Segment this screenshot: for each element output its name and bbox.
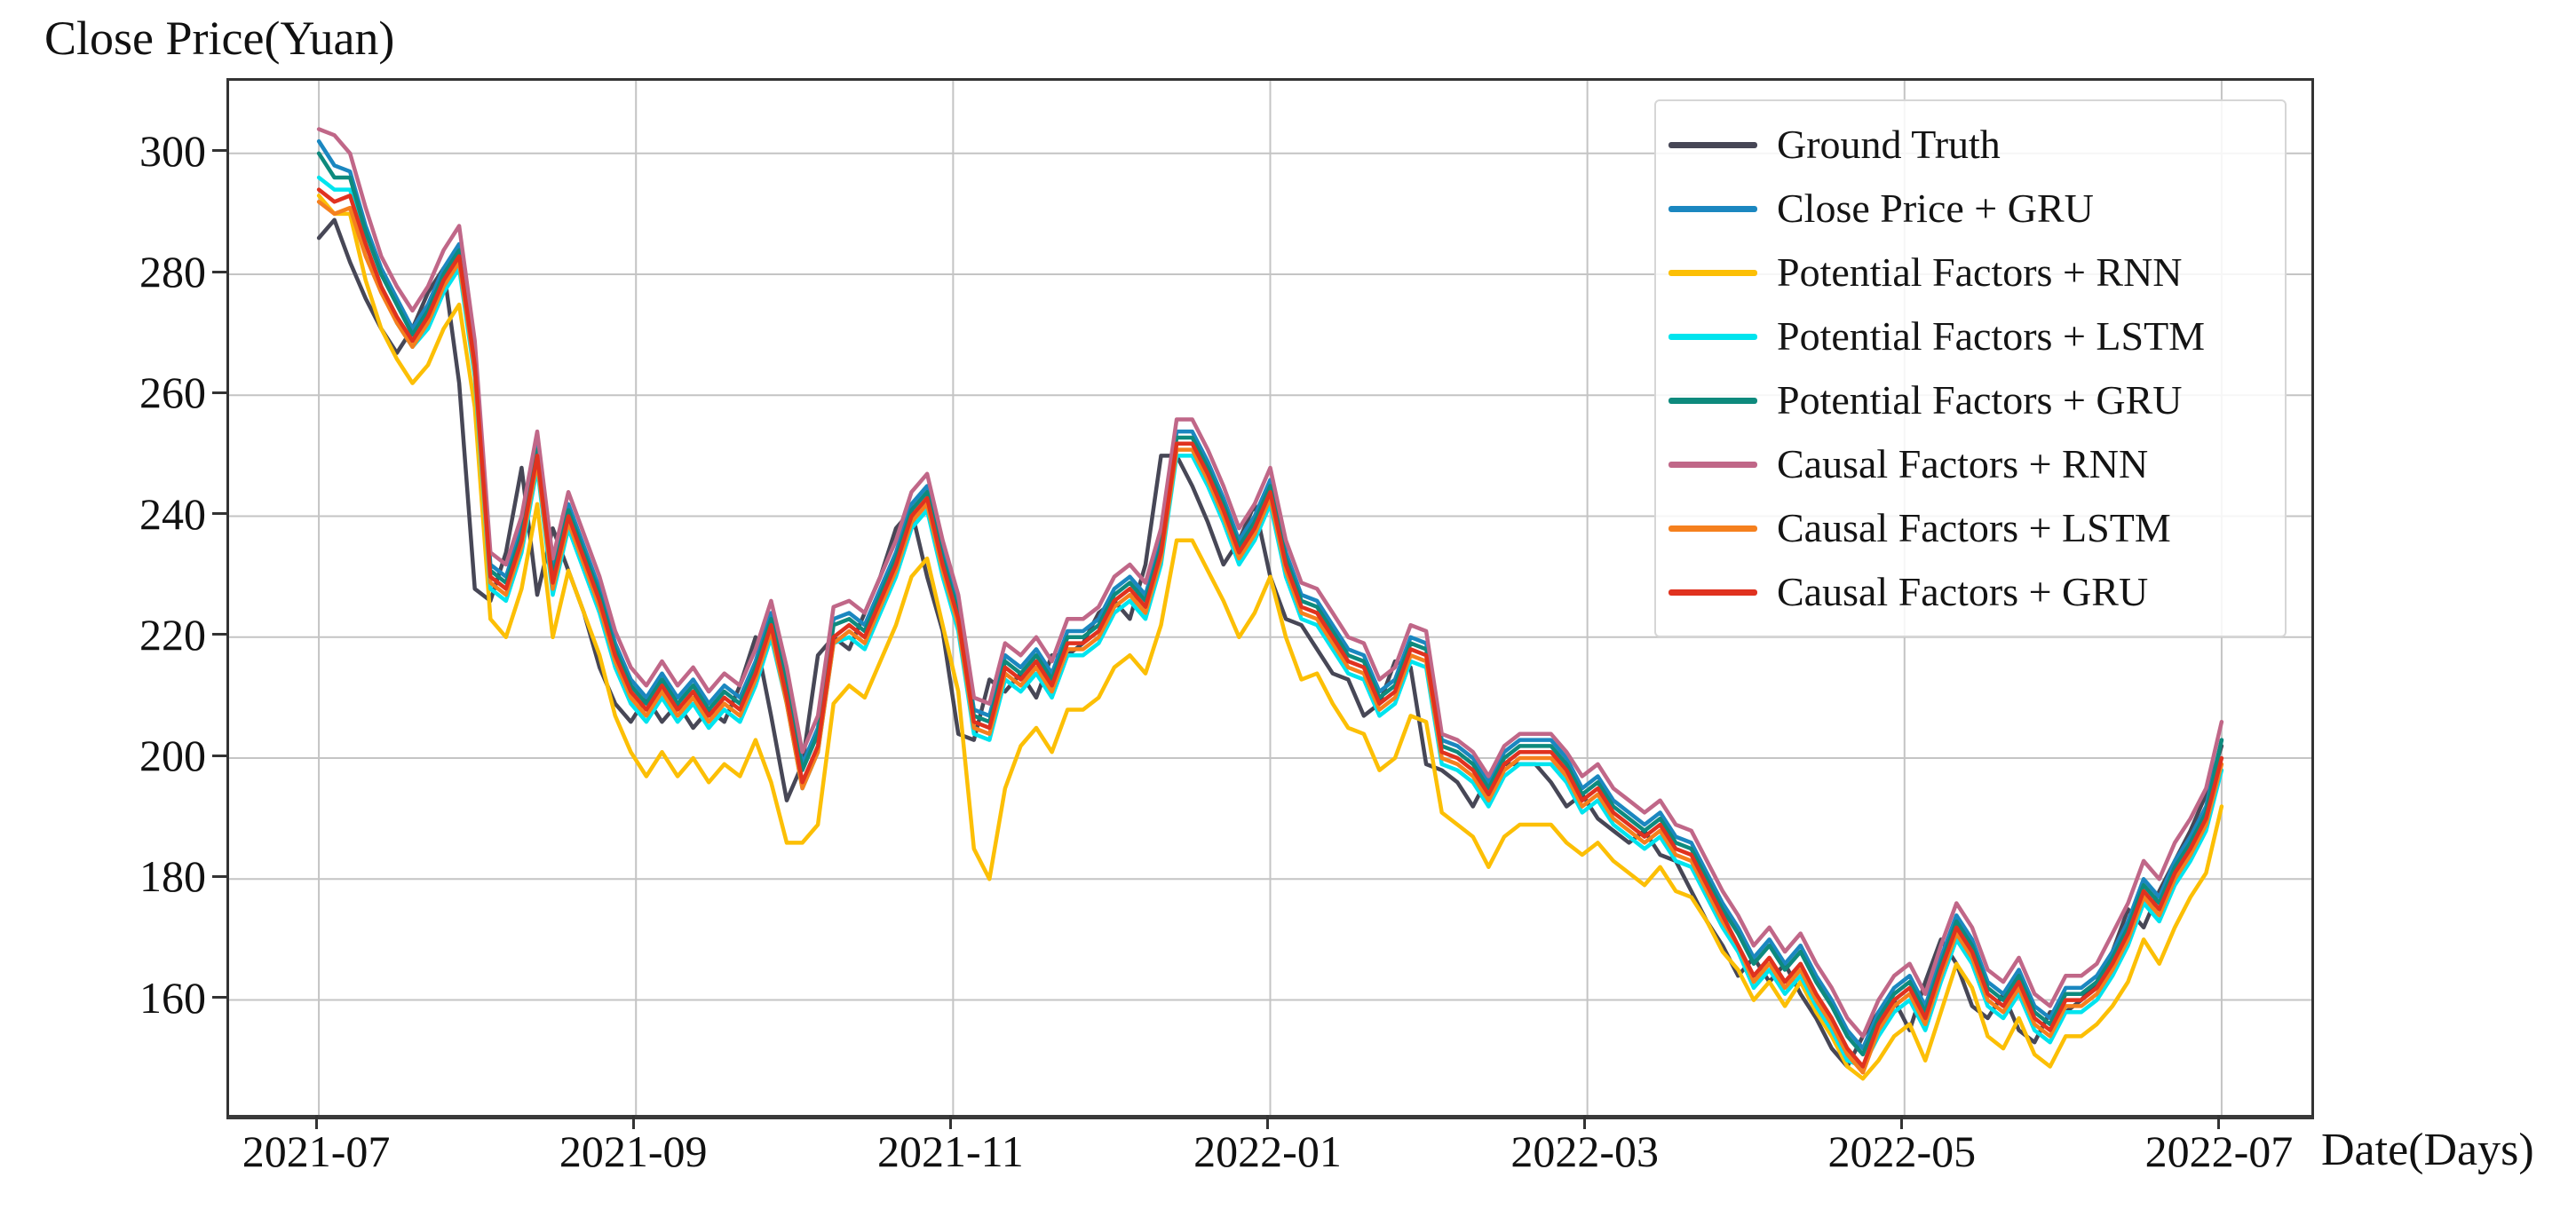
legend-line-swatch bbox=[1668, 205, 1757, 212]
legend-line-swatch bbox=[1668, 397, 1757, 404]
y-tick-label: 240 bbox=[139, 488, 206, 539]
y-tick-mark bbox=[212, 391, 226, 394]
x-tick-label: 2022-03 bbox=[1510, 1126, 1659, 1176]
y-tick-mark bbox=[212, 754, 226, 757]
y-tick-label: 260 bbox=[139, 367, 206, 418]
legend-item-causal-factors-lstm: Causal Factors + LSTM bbox=[1656, 508, 2285, 549]
legend-label: Close Price + GRU bbox=[1777, 186, 2094, 231]
series-line-close-price-gru bbox=[316, 138, 2224, 1051]
legend-line-swatch bbox=[1668, 589, 1757, 596]
legend-line-swatch bbox=[1668, 333, 1757, 340]
legend-line-swatch bbox=[1668, 461, 1757, 468]
legend-item-potential-factors-lstm: Potential Factors + LSTM bbox=[1656, 316, 2285, 357]
x-tick-mark bbox=[1266, 1115, 1269, 1129]
x-tick-label: 2021-09 bbox=[559, 1126, 708, 1176]
x-tick-mark bbox=[2217, 1115, 2221, 1129]
x-tick-label: 2021-07 bbox=[242, 1126, 391, 1176]
legend-item-close-price-gru: Close Price + GRU bbox=[1656, 188, 2285, 229]
x-tick-mark bbox=[1900, 1115, 1904, 1129]
y-axis-title: Close Price(Yuan) bbox=[44, 12, 395, 65]
x-axis-title: Date(Days) bbox=[2321, 1125, 2534, 1175]
x-tick-mark bbox=[631, 1115, 635, 1129]
legend-label: Potential Factors + RNN bbox=[1777, 249, 2183, 295]
y-tick-label: 200 bbox=[139, 731, 206, 781]
y-tick-label: 160 bbox=[139, 972, 206, 1023]
series-line-potential-factors-gru bbox=[316, 151, 2224, 1057]
x-tick-label: 2022-05 bbox=[1827, 1126, 1977, 1176]
y-tick-mark bbox=[212, 633, 226, 636]
series-line-causal-factors-rnn bbox=[316, 127, 2224, 1039]
series-line-causal-factors-gru bbox=[316, 187, 2224, 1069]
y-tick-mark bbox=[212, 874, 226, 878]
legend-label: Causal Factors + GRU bbox=[1777, 569, 2149, 614]
legend: Ground Truth Close Price + GRU Potential F… bbox=[1654, 99, 2287, 637]
y-tick-label: 280 bbox=[139, 247, 206, 296]
legend-item-causal-factors-gru: Causal Factors + GRU bbox=[1656, 572, 2285, 612]
x-tick-label: 2021-11 bbox=[876, 1126, 1024, 1176]
legend-line-swatch bbox=[1668, 141, 1757, 148]
y-tick-mark bbox=[212, 270, 226, 273]
legend-label: Ground Truth bbox=[1777, 122, 2001, 167]
y-tick-mark bbox=[212, 996, 226, 1000]
y-tick-label: 220 bbox=[139, 609, 206, 660]
x-tick-label: 2022-01 bbox=[1193, 1126, 1342, 1176]
legend-item-potential-factors-gru: Potential Factors + GRU bbox=[1656, 380, 2285, 421]
x-tick-mark bbox=[1583, 1115, 1587, 1129]
y-tick-label: 300 bbox=[139, 125, 206, 176]
legend-label: Causal Factors + RNN bbox=[1777, 441, 2149, 486]
y-tick-label: 180 bbox=[139, 851, 206, 902]
legend-line-swatch bbox=[1668, 269, 1757, 276]
legend-label: Potential Factors + GRU bbox=[1777, 377, 2183, 423]
x-tick-mark bbox=[314, 1115, 318, 1129]
y-tick-mark bbox=[212, 512, 226, 516]
y-tick-mark bbox=[212, 149, 226, 153]
legend-item-causal-factors-rnn: Causal Factors + RNN bbox=[1656, 444, 2285, 485]
legend-label: Potential Factors + LSTM bbox=[1777, 313, 2206, 359]
x-tick-label: 2022-07 bbox=[2144, 1126, 2294, 1176]
legend-item-potential-factors-rnn: Potential Factors + RNN bbox=[1656, 252, 2285, 293]
x-tick-mark bbox=[948, 1115, 952, 1129]
series-line-potential-factors-rnn bbox=[316, 194, 2224, 1081]
legend-item-ground-truth: Ground Truth bbox=[1656, 124, 2285, 165]
legend-line-swatch bbox=[1668, 525, 1757, 532]
legend-label: Causal Factors + LSTM bbox=[1777, 505, 2171, 550]
